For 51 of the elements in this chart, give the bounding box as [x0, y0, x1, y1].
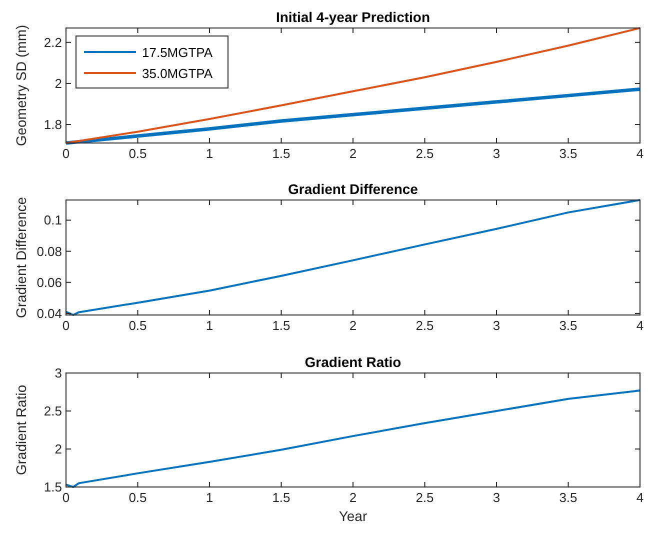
y-tick-label: 2.2 [44, 34, 62, 50]
x-axis-title: Year [338, 508, 368, 524]
x-tick-label: 1.5 [272, 490, 290, 505]
line-series [66, 199, 640, 316]
y-tick-label: 2.5 [44, 404, 62, 418]
legend-label: 17.5MGTPA [142, 45, 213, 60]
y-tick-label: 0.1 [44, 212, 62, 228]
x-tick-label: 2.5 [416, 490, 434, 505]
y-tick-label: 1.5 [44, 480, 62, 494]
line-series [66, 389, 640, 488]
x-tick-label: 3.5 [559, 318, 578, 333]
x-tick-label: 2.5 [416, 318, 434, 333]
x-tick-label: 2 [349, 318, 357, 333]
x-tick-label: 1 [206, 490, 214, 505]
x-tick-label: 1 [206, 318, 214, 333]
x-tick-label: 1.5 [272, 146, 290, 161]
y-tick-label: 0.04 [36, 306, 62, 321]
chart-title: Gradient Ratio [304, 354, 402, 370]
x-tick-label: 0 [62, 146, 70, 161]
x-tick-label: 3 [492, 318, 500, 333]
x-tick-label: 3 [492, 146, 500, 161]
line-series [66, 27, 640, 144]
x-tick-label: 1 [206, 146, 214, 161]
y-tick-label: 1.8 [44, 117, 62, 132]
y-tick-label: 3 [54, 366, 62, 380]
x-tick-label: 3.5 [559, 146, 578, 161]
x-tick-label: 4 [636, 490, 644, 505]
x-tick-label: 0 [62, 490, 70, 505]
x-tick-label: 1.5 [272, 318, 290, 333]
y-axis-title: Geometry SD (mm) [13, 24, 29, 146]
x-tick-label: 0.5 [128, 318, 147, 333]
x-tick-label: 3 [492, 490, 500, 505]
legend-label: 35.0MGTPA [142, 66, 213, 81]
line-series [66, 87, 640, 145]
x-tick-label: 0 [62, 318, 70, 333]
y-axis-title: Gradient Difference [13, 196, 29, 318]
chart-title: Gradient Difference [288, 181, 418, 197]
y-axis-title: Gradient Ratio [13, 384, 29, 476]
x-tick-label: 4 [636, 146, 644, 161]
y-tick-label: 2 [54, 442, 62, 456]
y-tick-label: 2 [54, 76, 62, 91]
x-tick-label: 3.5 [559, 490, 578, 505]
y-tick-label: 0.06 [36, 274, 62, 290]
x-tick-label: 2 [349, 146, 357, 161]
x-tick-label: 2 [349, 490, 357, 505]
x-tick-label: 0.5 [128, 490, 147, 505]
x-tick-label: 4 [636, 318, 644, 333]
chart-title: Initial 4-year Prediction [276, 9, 430, 25]
x-tick-label: 2.5 [416, 146, 434, 161]
y-tick-label: 0.08 [36, 244, 62, 259]
x-tick-label: 0.5 [128, 146, 147, 161]
